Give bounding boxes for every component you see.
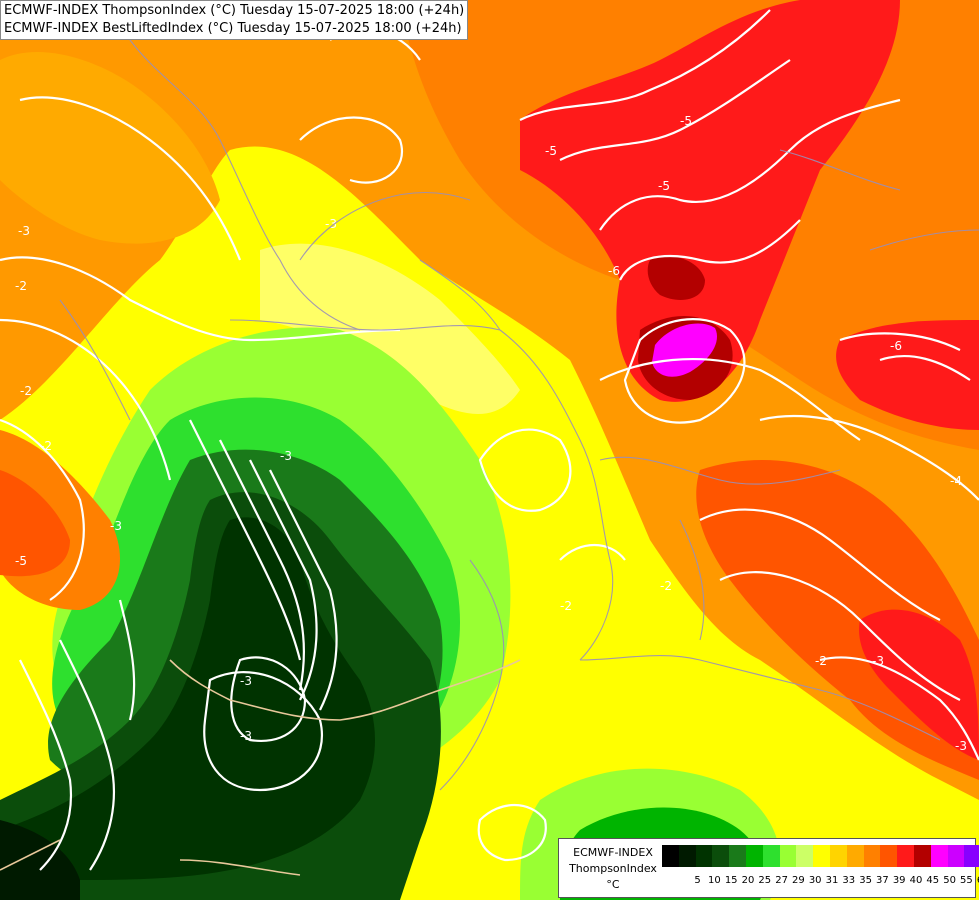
legend-tick-label: 10: [708, 875, 721, 886]
field-east-red: [836, 320, 979, 430]
field-ne-darkred: [647, 256, 705, 300]
coastline: [0, 659, 521, 876]
legend-tick-label: 25: [758, 875, 772, 886]
legend-tick-label: 33: [842, 875, 856, 886]
contour-label: -3: [240, 729, 252, 743]
field-ne-magenta: [652, 323, 718, 377]
contour-label: -3: [872, 654, 884, 668]
legend-swatch: [762, 845, 780, 867]
legend-swatch: [947, 845, 965, 867]
field-black: [0, 820, 80, 900]
legend-tick-label: 50: [943, 875, 956, 886]
legend-swatch: [813, 845, 830, 867]
contour-label: -3: [280, 449, 292, 463]
contour-label: -3: [955, 739, 967, 753]
legend-tick-label: 45: [926, 875, 940, 886]
legend-tick-label: 35: [859, 875, 872, 886]
contour-label: -5: [658, 179, 670, 193]
legend-tick-label: 27: [775, 875, 788, 886]
legend-swatch: [695, 845, 713, 867]
contour-label: -2: [40, 439, 52, 453]
legend-swatch: [897, 845, 914, 867]
contour-label: -4: [950, 474, 962, 488]
legend-swatch: [745, 845, 763, 867]
contour-label: -2: [660, 579, 672, 593]
contour-label: -5: [15, 554, 27, 568]
legend-swatch: [729, 845, 746, 867]
legend-swatch: [662, 845, 679, 867]
legend-tick-label: 39: [892, 875, 906, 886]
contour-label: -5: [545, 144, 557, 158]
field-west-red: [0, 470, 70, 577]
contour-label: -3: [325, 217, 337, 231]
field-nw-lightorange: [0, 51, 220, 244]
legend-tick-label: 40: [909, 875, 923, 886]
legend-unit: °C: [606, 878, 620, 891]
legend-model: ECMWF-INDEX: [573, 846, 653, 859]
legend-swatch: [930, 845, 948, 867]
contour-label: -5: [680, 114, 692, 128]
title-line-2: ECMWF-INDEX BestLiftedIndex (°C) Tuesday…: [4, 21, 462, 36]
legend-tick-label: 5: [694, 875, 701, 886]
legend-tick-label: 37: [876, 875, 889, 886]
legend-swatch: [678, 845, 696, 867]
contour-label: -2: [15, 279, 27, 293]
title-line-1: ECMWF-INDEX ThompsonIndex (°C) Tuesday 1…: [4, 3, 465, 18]
legend-tick-label: 30: [808, 875, 822, 886]
contour-label: -2: [815, 654, 827, 668]
contour-label: -3: [240, 674, 252, 688]
legend-swatch: [829, 845, 847, 867]
legend-swatch: [846, 845, 864, 867]
legend-swatches: [662, 845, 979, 867]
legend-tick-label: 29: [792, 875, 805, 886]
contour-label: -2: [560, 599, 572, 613]
legend-swatch: [712, 845, 730, 867]
legend-parameter: ThompsonIndex: [569, 862, 657, 875]
legend-tick-label: 60: [977, 875, 979, 886]
legend-tick-label: 20: [741, 875, 755, 886]
contour-label: -2: [20, 384, 32, 398]
legend-swatch: [913, 845, 931, 867]
contour-label: -3: [18, 224, 30, 238]
contour-label: -6: [890, 339, 902, 353]
legend-tick-label: 55: [960, 875, 973, 886]
contour-label: -6: [608, 264, 620, 278]
legend-swatch: [964, 845, 979, 867]
contour-label: -3: [110, 519, 122, 533]
legend-swatch: [796, 845, 814, 867]
contour-labels: -5 -5 -3 -6 -5 -2 -2 -2 -2 -3 -5 -3 -3 -…: [15, 114, 967, 753]
color-legend: ECMWF-INDEX ThompsonIndex °C 5 10 15 20 25 27…: [558, 838, 979, 898]
legend-swatch: [863, 845, 881, 867]
legend-tick-label: 15: [724, 875, 738, 886]
map-title-box: ECMWF-INDEX ThompsonIndex (°C) Tuesday 1…: [0, 0, 469, 40]
legend-swatch: [779, 845, 797, 867]
legend-tick-label: 31: [825, 875, 839, 886]
field-lightyellow: [260, 243, 520, 414]
country-borders: [59, 39, 979, 791]
legend-swatch: [880, 845, 898, 867]
